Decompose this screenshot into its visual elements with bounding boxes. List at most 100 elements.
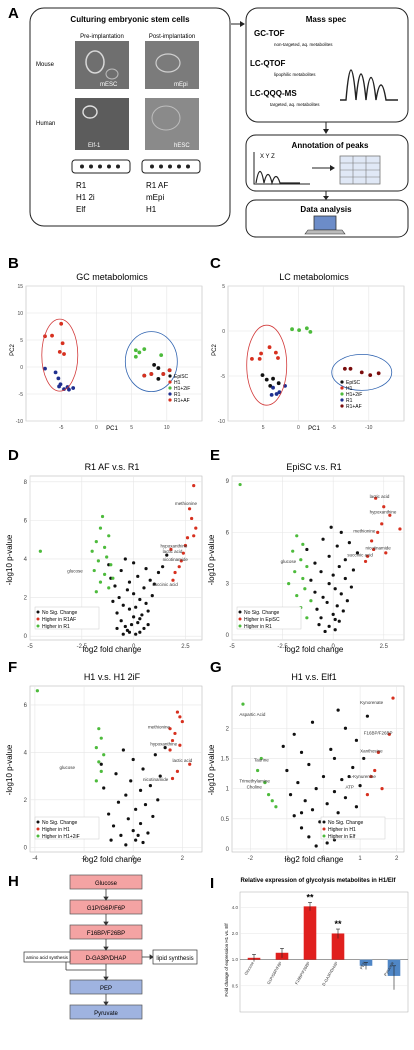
legend-entry: Higher in R1	[244, 624, 272, 630]
data-point-higher-in-elf	[274, 805, 278, 809]
x-tick-label: 0	[322, 856, 326, 862]
annotation-title: Annotation of peaks	[292, 141, 369, 150]
panel-e-plot: -5 -2.5 0 2.5 0 3 6 9 lactic acid hypoxanthine met…	[226, 475, 405, 650]
data-point-no-sig-change	[305, 547, 309, 552]
data-point-no-sig-change	[303, 799, 307, 803]
y-tick-label: -10	[16, 419, 23, 425]
y-tick-label: 0	[20, 365, 23, 371]
step-glucose-label: Glucose	[95, 881, 118, 887]
amino-acid-box	[23, 951, 71, 963]
annotation-label: ATP	[345, 785, 353, 790]
data-point-higher-in-h1-2if	[35, 689, 39, 693]
x-tick-label: 0	[132, 856, 136, 862]
data-point-no-sig-change	[315, 607, 319, 611]
data-point-higher-in-r1af	[183, 543, 188, 548]
legend-entry: EpiSC	[174, 374, 189, 380]
legend-marker	[340, 386, 344, 390]
data-point-no-sig-change	[121, 603, 125, 607]
data-point-no-sig-change	[151, 814, 155, 819]
data-point-no-sig-change	[142, 586, 146, 590]
data-point-no-sig-change	[102, 786, 106, 790]
step-g1p-label: G1P/G6P/F6P	[87, 906, 125, 912]
data-point-h1	[60, 341, 65, 346]
data-point-higher-in-r1	[291, 549, 295, 553]
legend-marker	[340, 404, 344, 408]
data-point-higher-in-h1	[170, 738, 175, 743]
data-point-higher-in-r1	[94, 540, 98, 544]
legend-entry: No Sig. Change	[42, 820, 78, 826]
data-point-higher-in-elf	[259, 756, 263, 761]
data-point-no-sig-change	[134, 605, 138, 609]
annotation-label: Trimethylamine	[239, 779, 270, 784]
lcqqq-note: targeted, aq. metabolites	[270, 102, 320, 107]
x-tick-label: -5	[331, 425, 336, 431]
x-tick-label: -1	[284, 856, 290, 862]
data-point-r1	[57, 384, 61, 389]
plot-area	[227, 285, 405, 422]
bar	[331, 933, 345, 960]
lipid-synthesis-label: lipid synthesis	[156, 956, 193, 962]
hesc-label: hESC	[174, 143, 190, 149]
data-point-no-sig-change	[121, 748, 125, 752]
legend-entry: No Sig. Change	[244, 610, 280, 616]
legend-entry: Higher in R1AF	[42, 617, 76, 623]
legend-marker	[36, 820, 40, 824]
legend-entry: R1	[174, 392, 181, 398]
data-point-higher-in-elf	[263, 780, 267, 785]
step-pep-label: PEP	[100, 986, 112, 992]
data-point-no-sig-change	[296, 780, 300, 785]
legend-marker	[36, 827, 40, 831]
annotation-label: Aspartic Acid	[239, 712, 266, 717]
legend-entry: Higher in R1	[42, 624, 70, 630]
data-point-no-sig-change	[132, 615, 136, 619]
data-point-higher-in-h1	[387, 732, 391, 736]
legend-entry: Higher in H1	[42, 827, 70, 833]
x-tick-label: 2.5	[380, 644, 389, 650]
panel-d-ylabel: -log10 p-value	[5, 534, 14, 585]
data-point-h1-2if	[142, 347, 147, 352]
lcq-note: lipophilic metabolites	[274, 72, 316, 77]
data-point-higher-in-h1	[170, 776, 175, 781]
panel-b-title: GC metabolomics	[76, 272, 148, 282]
data-point-no-sig-change	[138, 617, 142, 621]
data-point-episc	[156, 376, 161, 381]
x-tick-label: 2	[395, 856, 399, 862]
x-tick-label: 2.5	[181, 644, 190, 650]
data-point-no-sig-change	[336, 708, 340, 712]
data-point-no-sig-change	[99, 762, 103, 766]
y-tick-label: -5	[19, 392, 24, 398]
data-point-no-sig-change	[146, 609, 150, 613]
cluster-ellipse-blue	[124, 331, 178, 393]
data-point-no-sig-change	[347, 774, 351, 779]
panel-b-ylabel: PC2	[10, 344, 16, 356]
data-point-no-sig-change	[111, 824, 116, 828]
data-point-higher-in-r1af	[171, 578, 175, 582]
data-point-no-sig-change	[335, 544, 339, 548]
legend-marker	[36, 834, 40, 838]
cluster-ellipse-red	[246, 324, 288, 406]
data-point-r1-af	[359, 370, 364, 375]
annotation-label: Kynorenate	[360, 700, 384, 705]
data-point-higher-in-r1af	[185, 536, 190, 540]
panel-a-arrow-culture-ms	[231, 21, 245, 27]
data-point-higher-in-r1	[303, 587, 307, 591]
data-point-higher-in-r1	[103, 572, 107, 577]
legend-marker	[238, 610, 242, 614]
data-point-higher-in-r1	[301, 542, 305, 546]
data-point-no-sig-change	[319, 570, 323, 574]
data-point-no-sig-change	[146, 622, 150, 627]
y-tick-label: 10	[17, 311, 23, 317]
legend-marker	[322, 827, 326, 831]
panel-c-label: C	[210, 255, 221, 272]
data-point-higher-in-r1af	[187, 507, 192, 511]
data-point-higher-in-r1	[98, 526, 103, 530]
data-point-no-sig-change	[313, 590, 317, 594]
data-point-no-sig-change	[124, 843, 128, 847]
cluster-ellipse-red	[41, 318, 79, 392]
hesc-image	[145, 98, 199, 150]
panel-c-ylabel: PC2	[212, 344, 218, 356]
data-point-no-sig-change	[148, 784, 152, 788]
data-point-higher-in-r1	[301, 576, 305, 581]
